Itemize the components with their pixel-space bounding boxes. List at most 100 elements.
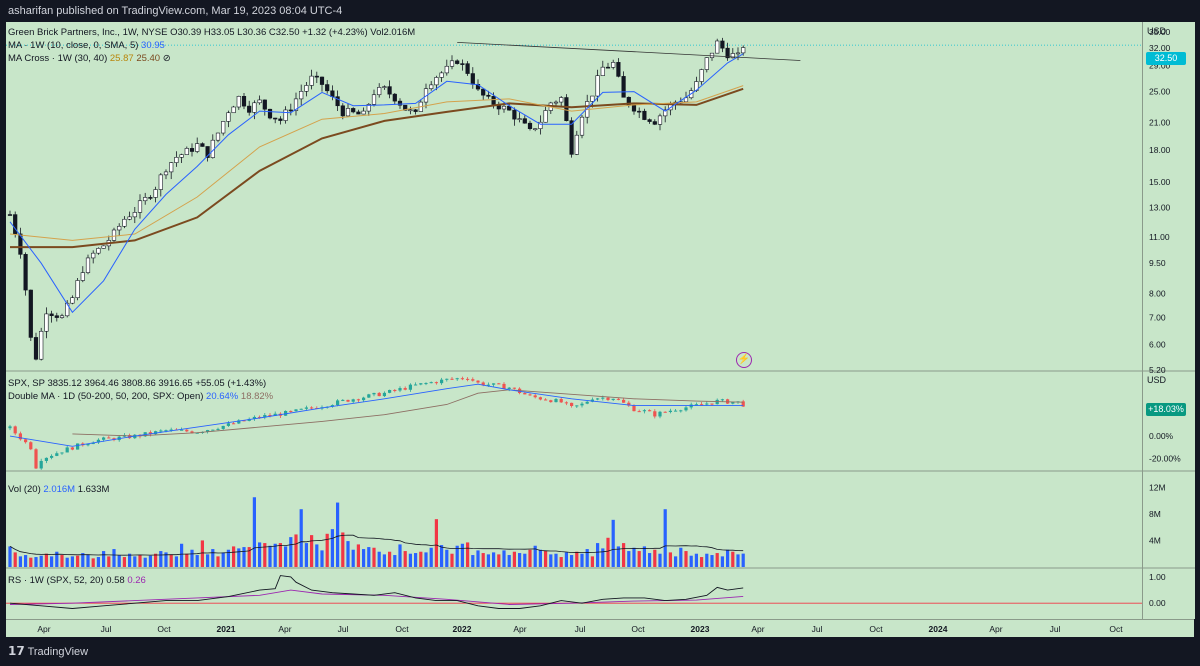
time-tick-17: Jul bbox=[1050, 624, 1061, 634]
spx-candle-body bbox=[336, 400, 340, 406]
volume-bar bbox=[471, 555, 475, 567]
price-candle-body bbox=[70, 297, 75, 304]
volume-bar bbox=[356, 544, 360, 567]
price-candle-body bbox=[434, 77, 439, 86]
price-candle-body bbox=[221, 121, 226, 134]
price-candle-body bbox=[117, 225, 122, 231]
spx-candle-body bbox=[616, 398, 620, 400]
price-candle-body bbox=[309, 75, 314, 86]
spx-candle-body bbox=[76, 443, 80, 450]
price-candle-body bbox=[616, 62, 621, 77]
price-candle-body bbox=[647, 119, 652, 122]
price-candle-body bbox=[340, 105, 345, 117]
price-candle-body bbox=[481, 88, 486, 96]
lightning-icon[interactable]: ⚡ bbox=[736, 352, 752, 368]
volume-bar bbox=[325, 533, 329, 567]
macross-legend[interactable]: MA Cross · 1W (30, 40) 25.87 25.40 ⊘ bbox=[8, 53, 171, 64]
volume-bar bbox=[346, 541, 350, 567]
price-candle-body bbox=[91, 252, 96, 259]
spx-candle-body bbox=[211, 429, 215, 431]
price-candle-body bbox=[455, 60, 460, 64]
volume-bar bbox=[206, 554, 210, 567]
volume-bar bbox=[190, 549, 194, 567]
spx-candle-body bbox=[330, 405, 334, 407]
price-candle-body bbox=[517, 118, 522, 120]
volume-bar bbox=[76, 555, 80, 567]
spx-candle-body bbox=[34, 449, 38, 469]
price-candle-body bbox=[444, 65, 449, 74]
volume-bar bbox=[497, 554, 501, 567]
volume-bar bbox=[362, 549, 366, 567]
time-axis[interactable]: Apr Jul Oct 2021 Apr Jul Oct 2022 Apr Jul Oct 2023 A… bbox=[6, 619, 1194, 638]
double-ma-legend[interactable]: Double MA · 1D (50-200, 50, 200, SPX: Op… bbox=[8, 391, 273, 402]
spx-candle-body bbox=[268, 415, 272, 417]
volume-bar bbox=[39, 555, 43, 567]
spx-candle-body bbox=[18, 433, 22, 440]
spx-candle-body bbox=[403, 388, 407, 390]
volume-bar bbox=[596, 543, 600, 567]
spx-candle-body bbox=[408, 384, 412, 390]
price-axis[interactable]: 35.00 32.00 29.00 25.00 21.00 18.00 15.00 13.00… bbox=[1142, 22, 1195, 619]
spx-candle-body bbox=[507, 387, 511, 389]
volume-bar bbox=[336, 502, 340, 567]
rs-legend[interactable]: RS · 1W (SPX, 52, 20) 0.58 0.26 bbox=[8, 575, 146, 586]
spx-candle-body bbox=[185, 429, 189, 432]
volume-bar bbox=[273, 543, 277, 567]
spx-candle-body bbox=[460, 378, 464, 380]
price-candle-body bbox=[397, 100, 403, 106]
hidden-eye-icon[interactable]: ⊘ bbox=[162, 53, 171, 64]
last-price-badge: 32.50 bbox=[1146, 52, 1186, 65]
time-tick-0: Apr bbox=[37, 624, 50, 634]
price-candle-body bbox=[288, 109, 293, 112]
price-candle-body bbox=[377, 87, 382, 96]
spx-candle-body bbox=[658, 411, 662, 417]
vol-legend[interactable]: Vol (20) 2.016M 1.633M bbox=[8, 484, 109, 495]
volume-bar bbox=[122, 557, 126, 567]
price-candle-body bbox=[153, 189, 158, 198]
vol-legend-value-1: 2.016M bbox=[43, 484, 76, 495]
spx-candle-body bbox=[694, 404, 698, 406]
spx-candle-body bbox=[492, 383, 496, 385]
time-tick-18: Oct bbox=[1109, 624, 1123, 634]
spx-candle-body bbox=[497, 383, 501, 385]
volume-bar bbox=[590, 556, 594, 567]
spx-candle-body bbox=[346, 399, 350, 402]
spx-candle-body bbox=[564, 402, 568, 404]
price-candle-body bbox=[590, 95, 595, 102]
time-tick-4: Apr bbox=[278, 624, 291, 634]
spx-candle-body bbox=[455, 378, 459, 380]
price-candle-body bbox=[44, 313, 49, 332]
price-legend-title: Green Brick Partners, Inc., 1W, NYSE O30… bbox=[8, 27, 415, 38]
price-candle-body bbox=[439, 72, 444, 78]
volume-bar bbox=[455, 545, 459, 567]
price-candle-body bbox=[725, 47, 730, 59]
spx-candle-body bbox=[580, 403, 584, 406]
spx-candle-body bbox=[502, 383, 506, 389]
ma10-legend[interactable]: MA · 1W (10, close, 0, SMA, 5) 30.95 bbox=[8, 40, 165, 51]
chart-area[interactable]: Green Brick Partners, Inc., 1W, NYSE O30… bbox=[6, 22, 1142, 619]
time-tick-13: Jul bbox=[812, 624, 823, 634]
spx-candle-body bbox=[50, 455, 54, 458]
price-candle-body bbox=[169, 162, 174, 173]
volume-bar bbox=[585, 549, 589, 567]
macross-legend-value-2: 25.40 bbox=[136, 53, 161, 64]
spx-candle-body bbox=[627, 402, 631, 406]
volume-bar bbox=[159, 551, 163, 567]
spx-candle-body bbox=[445, 378, 449, 380]
volume-bar bbox=[148, 555, 152, 567]
price-tick-8: 11.00 bbox=[1149, 232, 1170, 242]
price-candle-body bbox=[735, 52, 741, 55]
volume-bar bbox=[507, 555, 511, 567]
volume-bar bbox=[710, 555, 714, 567]
volume-bar bbox=[169, 554, 173, 567]
spx-candle-body bbox=[159, 430, 163, 432]
time-tick-2: Oct bbox=[157, 624, 171, 634]
spx-candle-body bbox=[263, 415, 267, 418]
price-candle-body bbox=[730, 53, 735, 59]
spx-candle-body bbox=[668, 410, 672, 413]
price-tick-2: 29.00 bbox=[1149, 60, 1171, 70]
macross-legend-label: MA Cross · 1W (30, 40) bbox=[8, 53, 108, 64]
price-candle-body bbox=[538, 121, 543, 129]
spx-candle-body bbox=[476, 380, 480, 383]
spx-candle-body bbox=[169, 429, 173, 431]
